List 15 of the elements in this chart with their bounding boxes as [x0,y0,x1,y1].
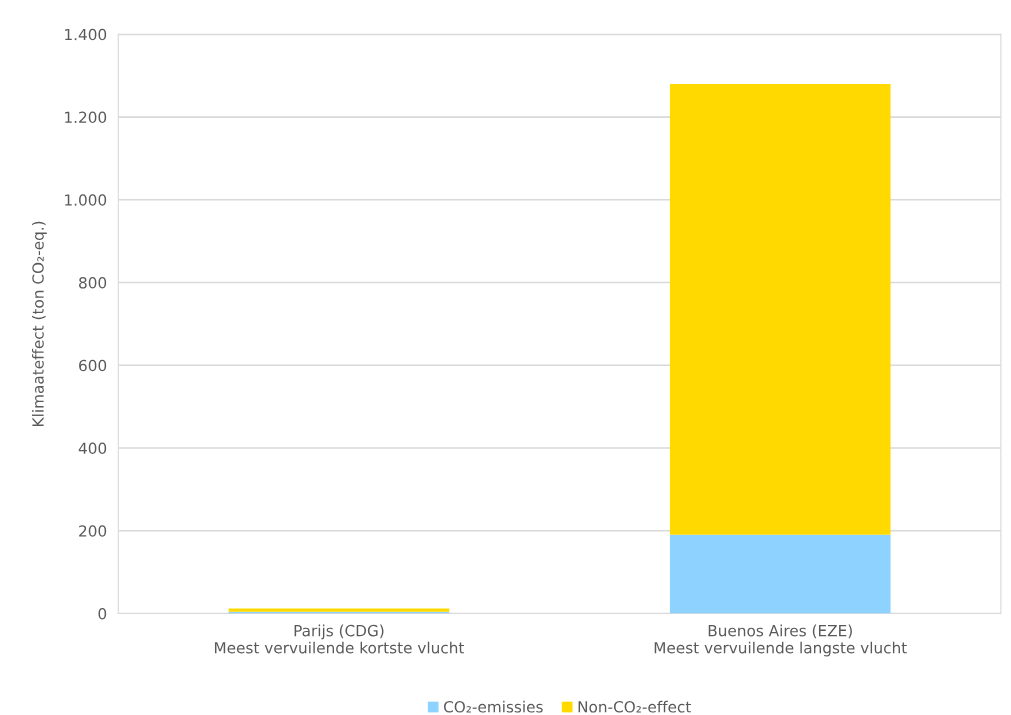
y-tick-label: 0 [98,607,107,620]
x-tick-label: Buenos Aires (EZE) Meest vervuilende langste vlucht [654,624,907,657]
legend-label: Non-CO₂-effect [578,700,691,713]
legend-label: CO₂-emissies [443,700,543,713]
y-tick-label: 400 [78,442,107,455]
y-tick-label: 1.400 [65,28,107,41]
y-axis-title: Klimaateffect (ton CO₂-eq.) [31,221,47,426]
y-tick-label: 1.200 [65,111,107,124]
y-tick-label: 200 [79,525,107,537]
bar [669,83,891,535]
y-tick-label: 600 [79,359,107,372]
x-tick-label: Parijs (CDG) Meest vervuilende kortste vlucht [214,624,465,654]
y-tick-label: 1.000 [65,194,107,206]
bar [669,534,891,614]
y-tick-label: 800 [79,276,107,289]
